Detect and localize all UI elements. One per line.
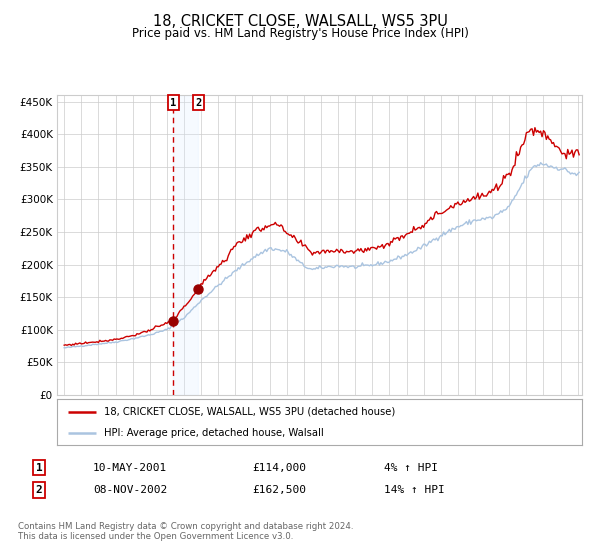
Text: 4% ↑ HPI: 4% ↑ HPI (384, 463, 438, 473)
Text: 18, CRICKET CLOSE, WALSALL, WS5 3PU: 18, CRICKET CLOSE, WALSALL, WS5 3PU (152, 14, 448, 29)
Text: 18, CRICKET CLOSE, WALSALL, WS5 3PU (detached house): 18, CRICKET CLOSE, WALSALL, WS5 3PU (det… (104, 407, 395, 417)
Text: 2: 2 (195, 97, 202, 108)
Text: 1: 1 (170, 97, 176, 108)
Text: £114,000: £114,000 (252, 463, 306, 473)
Text: Price paid vs. HM Land Registry's House Price Index (HPI): Price paid vs. HM Land Registry's House … (131, 27, 469, 40)
Text: 14% ↑ HPI: 14% ↑ HPI (384, 485, 445, 495)
Text: £162,500: £162,500 (252, 485, 306, 495)
Text: 2: 2 (35, 485, 43, 495)
Text: Contains HM Land Registry data © Crown copyright and database right 2024.
This d: Contains HM Land Registry data © Crown c… (18, 522, 353, 542)
Text: HPI: Average price, detached house, Walsall: HPI: Average price, detached house, Wals… (104, 428, 324, 438)
Bar (173, 95, 199, 395)
Text: 08-NOV-2002: 08-NOV-2002 (93, 485, 167, 495)
Text: 10-MAY-2001: 10-MAY-2001 (93, 463, 167, 473)
Text: 1: 1 (35, 463, 43, 473)
